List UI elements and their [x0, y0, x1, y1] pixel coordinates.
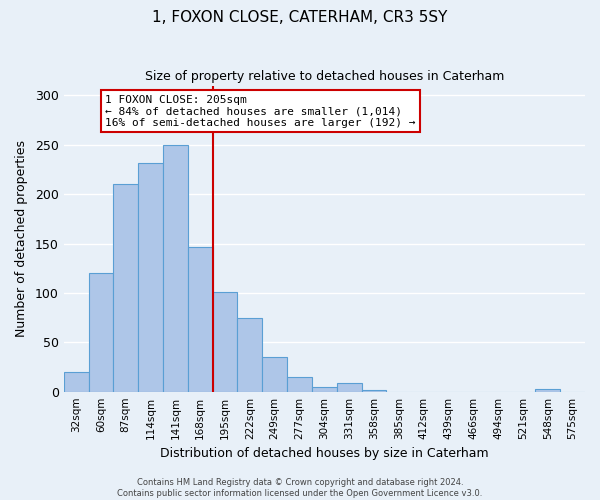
Y-axis label: Number of detached properties: Number of detached properties: [15, 140, 28, 337]
Bar: [262, 357, 287, 392]
Bar: [188, 246, 212, 392]
Bar: [64, 372, 89, 392]
X-axis label: Distribution of detached houses by size in Caterham: Distribution of detached houses by size …: [160, 447, 488, 460]
Bar: [212, 292, 238, 392]
Title: Size of property relative to detached houses in Caterham: Size of property relative to detached ho…: [145, 70, 504, 83]
Text: 1 FOXON CLOSE: 205sqm
← 84% of detached houses are smaller (1,014)
16% of semi-d: 1 FOXON CLOSE: 205sqm ← 84% of detached …: [106, 94, 416, 128]
Bar: [238, 318, 262, 392]
Bar: [337, 383, 362, 392]
Text: Contains HM Land Registry data © Crown copyright and database right 2024.
Contai: Contains HM Land Registry data © Crown c…: [118, 478, 482, 498]
Bar: [287, 377, 312, 392]
Bar: [535, 388, 560, 392]
Bar: [362, 390, 386, 392]
Bar: [163, 145, 188, 392]
Text: 1, FOXON CLOSE, CATERHAM, CR3 5SY: 1, FOXON CLOSE, CATERHAM, CR3 5SY: [152, 10, 448, 25]
Bar: [138, 162, 163, 392]
Bar: [312, 386, 337, 392]
Bar: [113, 184, 138, 392]
Bar: [89, 273, 113, 392]
